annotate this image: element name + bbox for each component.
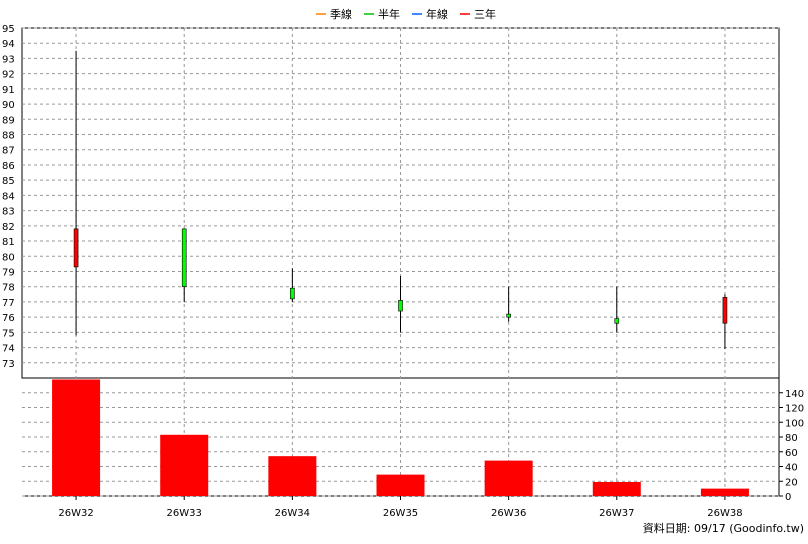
- price-y-tick-label: 81: [2, 237, 15, 248]
- candle-body: [398, 300, 403, 312]
- x-tick-label: 26W38: [707, 508, 742, 519]
- x-tick-label: 26W36: [491, 508, 526, 519]
- price-y-tick-label: 91: [2, 85, 15, 96]
- candle-body: [73, 228, 79, 268]
- volume-panel: 0 20 40 60 80 100 120 140: [22, 378, 804, 503]
- footer-source: 資料日期: 09/17 (Goodinfo.tw): [643, 521, 804, 535]
- candle-body: [181, 228, 187, 287]
- price-y-tick-label: 79: [2, 267, 15, 278]
- volume-y-tick-label: 40: [785, 463, 798, 474]
- price-y-tick-label: 90: [2, 100, 15, 111]
- price-y-tick-label: 89: [2, 115, 15, 126]
- x-tick-label: 26W34: [275, 508, 310, 519]
- price-y-tick-label: 76: [2, 313, 15, 324]
- volume-y-tick-label: 100: [785, 418, 804, 429]
- legend-label-0: 季線: [330, 7, 352, 21]
- x-tick-label: 26W32: [58, 508, 93, 519]
- price-y-tick-label: 87: [2, 146, 15, 157]
- price-y-tick-label: 86: [2, 161, 15, 172]
- price-panel: 73 74 75 76 77 78 79 80 81 82 83 84 85 86 87 88 89 90 91 92…: [2, 24, 780, 496]
- price-y-tick-label: 73: [2, 359, 15, 370]
- candle-body: [614, 318, 620, 324]
- price-y-tick-label: 93: [2, 54, 15, 65]
- volume-bar: [160, 434, 209, 496]
- price-y-tick-label: 95: [2, 24, 15, 35]
- price-y-tick-label: 85: [2, 176, 15, 187]
- candle-body: [506, 313, 511, 318]
- price-y-tick-label: 83: [2, 207, 15, 218]
- volume-y-tick-label: 0: [785, 492, 791, 503]
- price-y-tick-label: 75: [2, 328, 15, 339]
- legend-label-2: 年線: [426, 7, 448, 21]
- volume-y-tick-label: 140: [785, 389, 804, 400]
- volume-y-tick-label: 120: [785, 404, 804, 415]
- price-y-tick-label: 92: [2, 70, 15, 81]
- price-y-tick-label: 88: [2, 131, 15, 142]
- candle-body: [722, 297, 728, 324]
- price-y-tick-label: 80: [2, 252, 15, 263]
- legend-label-3: 三年: [474, 7, 496, 21]
- price-y-tick-label: 84: [2, 191, 15, 202]
- volume-y-tick-label: 60: [785, 448, 798, 459]
- volume-bar: [592, 481, 641, 496]
- price-y-tick-label: 77: [2, 298, 15, 309]
- x-tick-label: 26W35: [383, 508, 418, 519]
- volume-bar: [376, 474, 425, 496]
- x-tick-label: 26W33: [167, 508, 202, 519]
- price-y-tick-label: 82: [2, 222, 15, 233]
- legend: 季線 半年 年線 三年: [316, 7, 496, 21]
- legend-label-1: 半年: [378, 7, 400, 21]
- price-y-tick-label: 94: [2, 39, 15, 50]
- volume-bar: [484, 460, 533, 496]
- x-axis: 26W32 26W33 26W34 26W35 26W36 26W37 26W38: [58, 496, 743, 519]
- volume-bar: [700, 488, 749, 496]
- price-y-tick-label: 78: [2, 283, 15, 294]
- price-y-tick-label: 74: [2, 344, 15, 355]
- volume-y-tick-label: 80: [785, 433, 798, 444]
- volume-bar: [52, 379, 101, 496]
- candle-body: [290, 287, 295, 300]
- x-tick-label: 26W37: [599, 508, 634, 519]
- volume-bar: [268, 456, 317, 496]
- volume-y-tick-label: 20: [785, 477, 798, 488]
